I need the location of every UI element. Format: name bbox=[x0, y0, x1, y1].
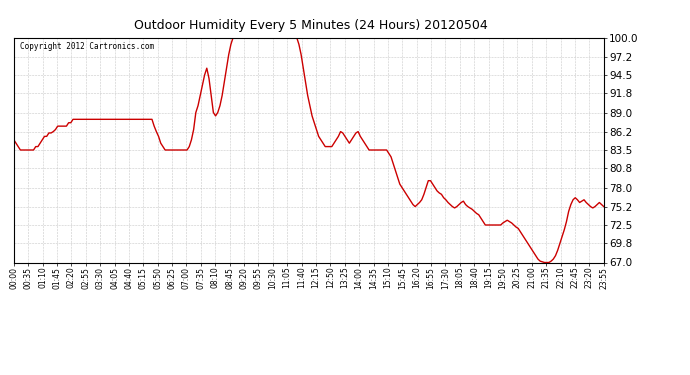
Text: Copyright 2012 Cartronics.com: Copyright 2012 Cartronics.com bbox=[20, 42, 154, 51]
Text: Outdoor Humidity Every 5 Minutes (24 Hours) 20120504: Outdoor Humidity Every 5 Minutes (24 Hou… bbox=[134, 19, 487, 32]
